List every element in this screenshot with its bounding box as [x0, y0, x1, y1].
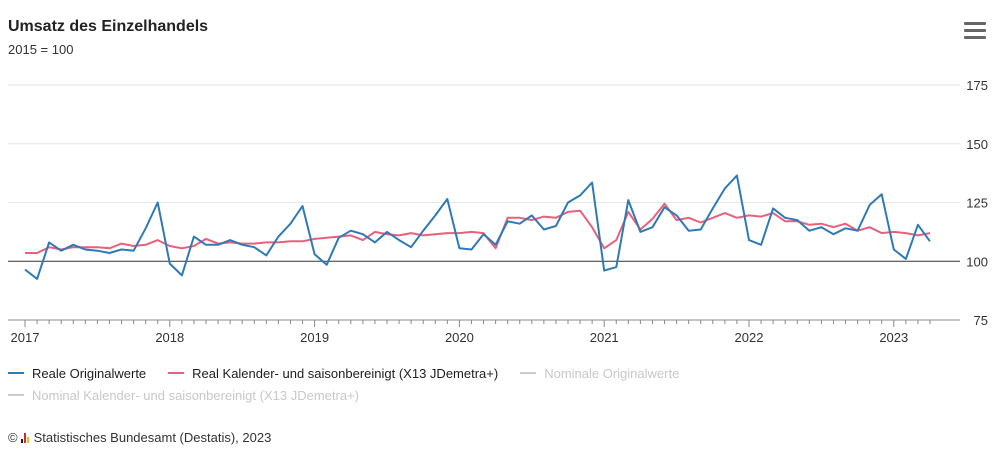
x-tick-label: 2019 — [300, 330, 329, 345]
x-tick-label: 2020 — [445, 330, 474, 345]
legend-label: Reale Originalwerte — [32, 365, 147, 381]
legend-swatch — [8, 372, 24, 374]
x-tick-label: 2017 — [11, 330, 40, 345]
y-tick-label: 100 — [966, 254, 988, 269]
legend-swatch — [520, 372, 537, 374]
legend-item[interactable]: Reale Originalwerte — [8, 362, 146, 384]
y-axis: 75 100 125 150 175 — [966, 78, 988, 328]
legend-label: Nominal Kalender- und saisonbereinigt (X… — [32, 387, 359, 403]
plot-area — [24, 174, 931, 280]
legend-item[interactable]: Nominale Originalwerte — [520, 362, 679, 384]
x-tick-label: 2018 — [155, 330, 184, 345]
legend-swatch — [168, 372, 185, 374]
y-tick-label: 175 — [966, 78, 988, 93]
copyright-symbol: © — [8, 430, 18, 445]
legend-swatch — [8, 394, 24, 396]
legend: Reale Originalwerte Real Kalender- und sa… — [8, 362, 828, 406]
chart-subtitle: 2015 = 100 — [8, 42, 74, 57]
series-line-real-bereinigt — [25, 202, 931, 254]
chart-title: Umsatz des Einzelhandels — [8, 18, 209, 35]
legend-label: Real Kalender- und saisonbereinigt (X13 … — [192, 365, 499, 381]
hamburger-menu-icon[interactable] — [964, 22, 986, 40]
x-tick-label: 2023 — [879, 330, 908, 345]
legend-label: Nominale Originalwerte — [544, 365, 680, 381]
legend-item[interactable]: Nominal Kalender- und saisonbereinigt (X… — [8, 384, 359, 406]
series-line-reale-originalwerte — [24, 174, 931, 280]
source-credit: © Statistisches Bundesamt (Destatis), 20… — [8, 430, 271, 445]
source-text: Statistisches Bundesamt (Destatis), 2023 — [33, 430, 272, 445]
grid-lines — [8, 84, 960, 203]
y-tick-label: 75 — [974, 313, 988, 328]
x-axis: 2017 2018 2019 2020 2021 2022 2023 — [8, 319, 960, 345]
line-chart: 2017 2018 2019 2020 2021 2022 2023 75 100 125 150… — [8, 78, 988, 345]
legend-item[interactable]: Real Kalender- und saisonbereinigt (X13 … — [168, 362, 498, 384]
y-tick-label: 125 — [966, 196, 988, 211]
destatis-logo-icon — [20, 432, 30, 443]
x-tick-label: 2022 — [735, 330, 764, 345]
y-tick-label: 150 — [966, 137, 988, 152]
x-tick-label: 2021 — [590, 330, 619, 345]
